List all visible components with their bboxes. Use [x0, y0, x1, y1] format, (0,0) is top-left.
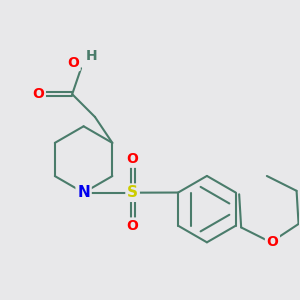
- Text: H: H: [85, 49, 97, 63]
- Text: O: O: [67, 56, 79, 70]
- Text: S: S: [127, 185, 138, 200]
- Text: O: O: [127, 152, 139, 166]
- Text: O: O: [32, 87, 44, 101]
- Text: N: N: [77, 185, 90, 200]
- Text: O: O: [266, 235, 278, 249]
- Text: O: O: [127, 219, 139, 233]
